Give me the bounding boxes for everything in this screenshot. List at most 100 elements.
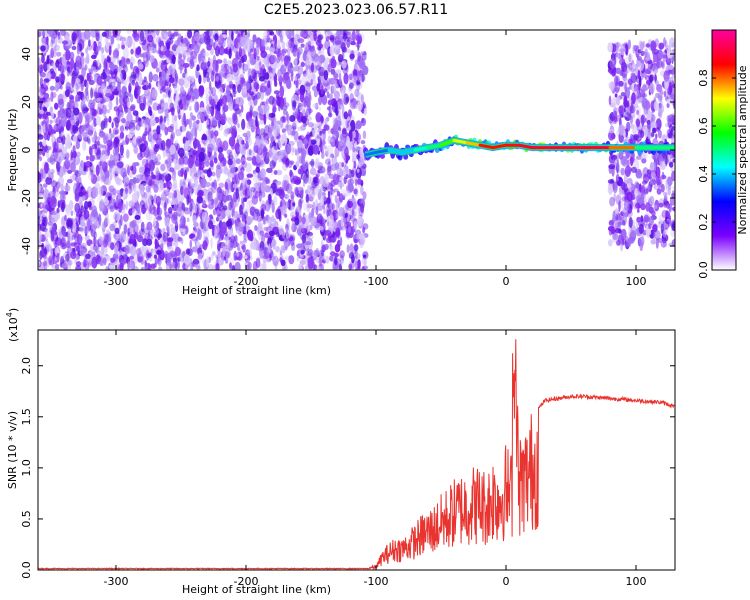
- noise-blob: [143, 131, 149, 137]
- noise-blob: [323, 88, 328, 93]
- noise-blob: [154, 238, 158, 247]
- noise-blob: [238, 223, 245, 232]
- noise-blob: [104, 93, 112, 98]
- noise-blob: [152, 73, 159, 82]
- noise-blob: [655, 237, 659, 249]
- noise-blob: [98, 186, 104, 197]
- noise-blob: [294, 179, 301, 185]
- noise-blob: [641, 97, 649, 109]
- noise-blob: [170, 183, 175, 193]
- noise-blob: [656, 84, 663, 93]
- noise-blob: [49, 68, 54, 74]
- noise-blob: [223, 236, 230, 241]
- noise-blob: [194, 101, 200, 113]
- noise-blob: [155, 167, 160, 180]
- noise-blob: [46, 54, 50, 65]
- noise-blob: [247, 261, 252, 270]
- noise-blob: [81, 160, 85, 171]
- noise-blob: [167, 223, 175, 236]
- noise-blob: [206, 256, 210, 268]
- noise-blob: [80, 227, 84, 233]
- noise-blob: [55, 263, 60, 270]
- noise-blob: [124, 244, 130, 255]
- noise-blob: [254, 190, 259, 199]
- noise-blob: [246, 156, 253, 161]
- noise-blob: [270, 54, 277, 63]
- noise-blob: [636, 109, 640, 115]
- noise-blob: [345, 212, 348, 218]
- noise-blob: [63, 146, 67, 155]
- noise-blob: [102, 257, 107, 264]
- noise-blob: [87, 171, 94, 181]
- noise-blob: [103, 223, 107, 228]
- noise-blob: [95, 136, 101, 141]
- noise-blob: [43, 114, 50, 125]
- noise-blob: [282, 109, 288, 116]
- noise-blob: [236, 242, 239, 248]
- noise-blob: [210, 237, 213, 250]
- noise-blob: [161, 102, 165, 114]
- noise-blob: [308, 189, 316, 201]
- noise-blob: [361, 73, 365, 83]
- noise-blob: [227, 201, 232, 211]
- noise-blob: [129, 93, 134, 103]
- noise-blob: [84, 107, 90, 112]
- noise-blob: [320, 144, 328, 150]
- noise-blob: [56, 139, 59, 152]
- noise-blob: [201, 173, 205, 178]
- noise-blob: [334, 162, 340, 170]
- noise-blob: [338, 207, 345, 217]
- noise-blob: [255, 91, 261, 100]
- noise-blob: [119, 36, 127, 42]
- noise-blob: [135, 248, 142, 256]
- noise-blob: [101, 244, 105, 256]
- noise-blob: [299, 125, 306, 131]
- noise-blob: [325, 158, 331, 165]
- noise-blob: [65, 49, 71, 61]
- noise-blob: [79, 248, 87, 257]
- noise-blob: [331, 101, 338, 113]
- noise-blob: [625, 127, 629, 138]
- noise-blob: [300, 43, 305, 48]
- noise-blob: [131, 138, 136, 147]
- noise-blob: [312, 144, 320, 155]
- noise-blob: [627, 52, 633, 62]
- noise-blob: [144, 227, 148, 234]
- noise-blob: [148, 71, 153, 83]
- noise-blob: [83, 209, 90, 220]
- noise-blob: [278, 208, 281, 220]
- noise-blob: [210, 181, 215, 187]
- noise-blob: [50, 91, 54, 103]
- noise-blob: [229, 262, 232, 270]
- noise-blob: [79, 124, 82, 136]
- noise-blob: [346, 244, 350, 254]
- noise-blob: [64, 214, 67, 221]
- noise-blob: [140, 102, 145, 112]
- noise-blob: [187, 30, 193, 39]
- noise-blob: [252, 260, 258, 270]
- noise-blob: [185, 118, 190, 125]
- noise-blob: [273, 142, 279, 151]
- noise-blob: [76, 151, 81, 158]
- noise-blob: [85, 253, 91, 259]
- noise-blob: [347, 184, 355, 192]
- noise-blob: [210, 104, 215, 117]
- noise-blob: [53, 124, 57, 131]
- noise-blob: [126, 30, 132, 34]
- noise-blob: [216, 137, 222, 149]
- noise-blob: [653, 100, 659, 111]
- noise-blob: [106, 72, 110, 83]
- noise-blob: [645, 43, 651, 48]
- noise-blob: [278, 53, 282, 62]
- noise-blob: [82, 131, 89, 141]
- noise-blob: [306, 110, 309, 116]
- noise-blob: [283, 102, 290, 108]
- noise-blob: [177, 33, 182, 43]
- noise-blob: [140, 93, 148, 101]
- noise-blob: [280, 245, 286, 254]
- noise-blob: [271, 252, 278, 262]
- noise-blob: [145, 185, 151, 193]
- noise-blob: [50, 42, 54, 52]
- noise-blob: [608, 164, 616, 170]
- noise-blob: [354, 75, 357, 84]
